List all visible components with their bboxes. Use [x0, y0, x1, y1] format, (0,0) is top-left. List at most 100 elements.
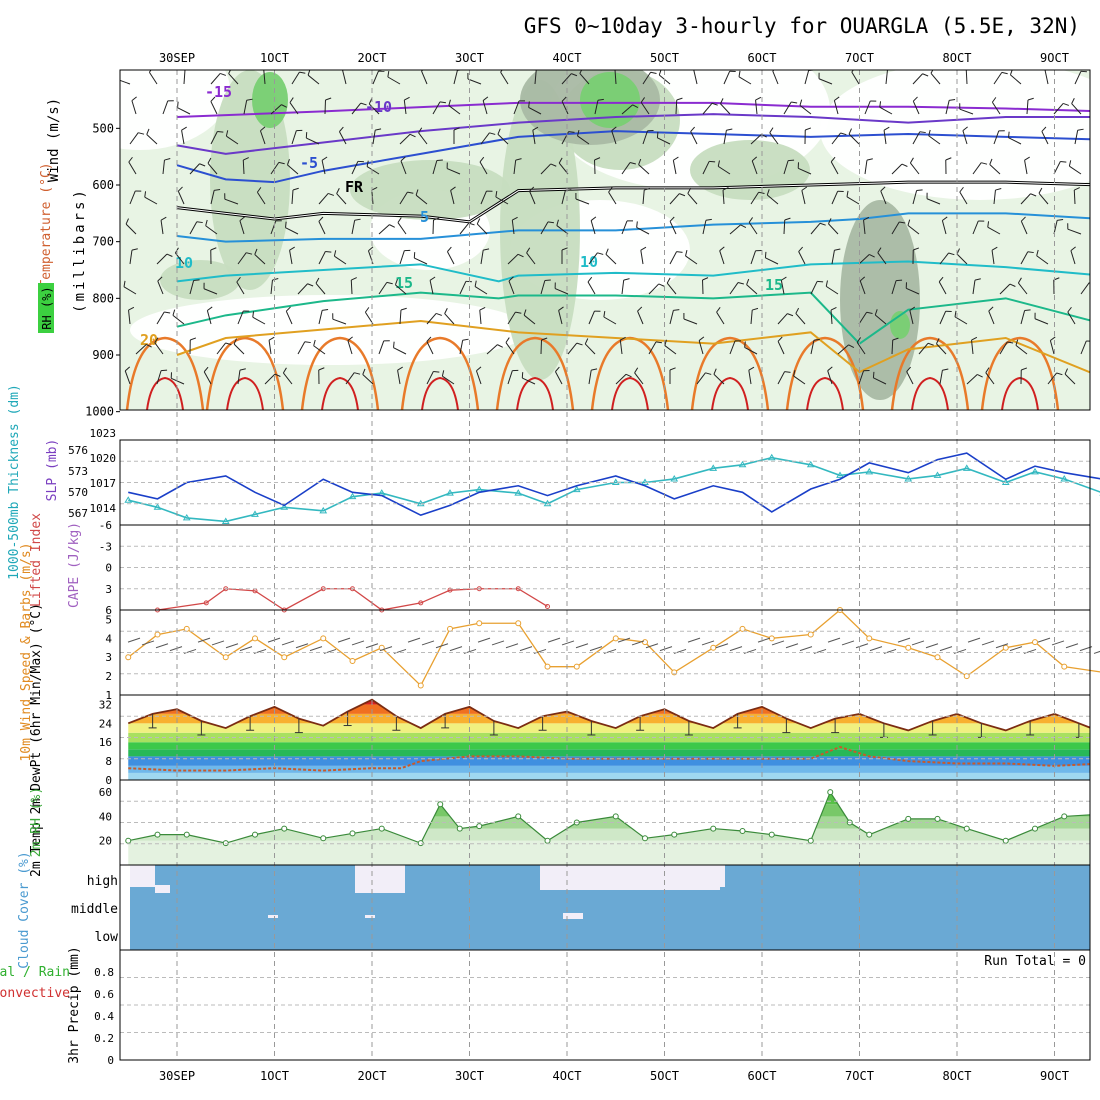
rh2m-marker: [183, 831, 190, 838]
wind-barb-flag: [737, 282, 744, 285]
wind-barb-staff: [291, 130, 297, 145]
wind-barb-staff: [879, 106, 893, 115]
wind-barb-flag: [1070, 246, 1076, 252]
wind-barb-staff: [189, 163, 200, 175]
wind-barb: [207, 157, 218, 175]
wind-barb-staff: [467, 78, 482, 85]
wind-barb: [156, 311, 171, 325]
wind-barb-staff: [157, 280, 164, 295]
wind-barb-staff: [588, 370, 592, 385]
isotherm-30-loop: [711, 376, 749, 410]
wind-barb-flag: [1024, 156, 1030, 161]
wind-barb-flag: [476, 366, 482, 372]
wind-barb-flag: [558, 157, 563, 164]
wind-barb-flag: [669, 216, 675, 222]
wind-barb-flag: [874, 309, 878, 316]
wind-barb-flag: [594, 157, 601, 161]
wind-barb-flag: [922, 73, 929, 77]
wind-barb: [558, 306, 564, 325]
rh-ytick-label: 20: [99, 835, 112, 848]
wind-barb-flag: [827, 366, 833, 372]
wind-barb-staff: [372, 70, 379, 85]
wind-barb: [912, 96, 920, 115]
wind-barb: [579, 70, 590, 85]
wind-barb-staff: [750, 250, 757, 265]
wind-barb-flag: [676, 97, 683, 101]
wind-barb-flag: [1056, 372, 1063, 376]
wind-barb-flag: [989, 158, 993, 165]
wind-barb-staff: [801, 190, 806, 205]
wind-barb-staff: [306, 137, 320, 145]
wind-barb: [289, 97, 299, 115]
wind-barb: [783, 217, 791, 235]
wind-barb: [128, 156, 137, 175]
wind-barb-staff: [912, 190, 918, 205]
slp-line: [128, 452, 1100, 517]
wind10m-barb: [827, 637, 841, 643]
wind-barb-flag: [164, 158, 171, 161]
wind-barb-flag: [400, 307, 407, 311]
wind-barb: [124, 366, 131, 385]
wind-barb: [129, 190, 142, 205]
wind-barb: [793, 370, 806, 385]
wind-barb-staff: [426, 371, 434, 385]
cloud-level-label: low: [95, 930, 119, 945]
wind-barb-staff: [285, 227, 299, 235]
wind-barb-flag: [144, 191, 147, 198]
wind-barb: [216, 342, 232, 355]
wind-barb-flag: [846, 190, 849, 197]
wind-barb-staff: [941, 220, 947, 235]
wind-barb-staff: [1049, 340, 1055, 355]
wind-barb-flag: [930, 70, 934, 74]
wind-barb: [603, 310, 617, 325]
wind-barb-staff: [156, 370, 162, 385]
wind-barb: [912, 73, 929, 85]
wind-barb-staff: [236, 281, 245, 295]
wind-barb-flag: [636, 221, 638, 228]
wind-barb: [702, 277, 709, 295]
wind-barb: [297, 283, 314, 295]
wind-barb: [1020, 367, 1028, 385]
wind-barb: [399, 133, 416, 145]
wind-barb-staff: [351, 102, 362, 115]
wind-barb: [1008, 131, 1022, 145]
wind-barb-staff: [297, 283, 308, 295]
wind-barb-staff: [399, 309, 402, 325]
wind10m-barb: [939, 646, 953, 652]
wind-barb: [242, 157, 249, 175]
wind-barb-flag: [239, 216, 245, 222]
wind10m-barb: [911, 640, 925, 646]
wind-barb-flag: [1074, 187, 1080, 191]
upper-ytick-label: 600: [92, 178, 114, 192]
wind-barb: [270, 161, 285, 175]
wind-barb: [1074, 70, 1087, 85]
wind-barb: [729, 282, 744, 295]
wind-barb-staff: [160, 220, 164, 235]
wind-barb-flag: [1077, 128, 1084, 131]
top-xtick-label: 9OCT: [1040, 51, 1069, 65]
wind-barb-staff: [287, 164, 299, 175]
wind-barb-flag: [389, 224, 395, 228]
wind-barb-flag: [676, 251, 683, 253]
wind10m-barb: [309, 646, 323, 652]
rh2m-marker: [739, 828, 746, 834]
wind-barb-staff: [780, 280, 785, 295]
wind-barb-staff: [476, 223, 488, 235]
wind-barb-staff: [909, 310, 914, 325]
wind-barb: [476, 218, 488, 235]
wind-barb-flag: [909, 157, 914, 164]
wind-barb: [459, 338, 469, 355]
rh2m-marker: [807, 837, 814, 844]
wind-barb: [418, 127, 428, 145]
wind-barb: [351, 160, 364, 175]
wind-barb-flag: [942, 368, 949, 371]
wind10m-ytick-label: 5: [105, 613, 112, 626]
wind-barb: [315, 277, 326, 295]
wind-barb-staff: [938, 281, 947, 295]
wind-barb-flag: [544, 279, 551, 282]
top-xtick-label: 30SEP: [159, 51, 195, 65]
wind-barb-staff: [432, 160, 438, 175]
wind-barb: [656, 131, 671, 145]
wind10m-barb: [379, 646, 393, 652]
cloud-gap: [130, 865, 155, 887]
